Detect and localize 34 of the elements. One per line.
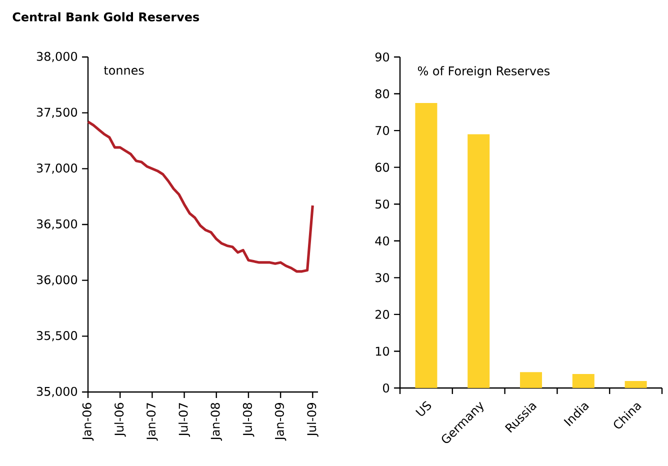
bar <box>468 134 490 388</box>
y-tick-label: 37,500 <box>36 108 78 118</box>
bar <box>624 381 647 388</box>
y-tick-label: 20 <box>376 310 390 319</box>
y-tick-label: 50 <box>376 200 390 209</box>
y-axis-title: % of Foreign Reserves <box>418 66 550 78</box>
x-tick-label: Jan-07 <box>146 403 158 441</box>
y-tick-label: 60 <box>375 162 390 172</box>
chart-title: Central Bank Gold Reserves <box>12 12 200 22</box>
y-tick-label: 35,500 <box>36 331 78 342</box>
bar <box>572 374 594 388</box>
x-tick-label: Jan-08 <box>210 402 222 441</box>
x-tick-label: Jan-06 <box>82 402 94 441</box>
x-tick-label: Jul-07 <box>178 403 190 437</box>
y-tick-label: 0 <box>383 383 390 393</box>
y-tick-label: 36,500 <box>36 219 78 230</box>
y-tick-label: 30 <box>376 273 390 282</box>
y-tick-label: 36,000 <box>36 275 78 286</box>
y-tick-label: 90 <box>375 52 390 62</box>
y-tick-label: 40 <box>375 236 390 246</box>
y-tick-label: 10 <box>376 346 390 356</box>
x-tick-label: Jan-09 <box>274 403 286 441</box>
y-axis-title: tonnes <box>104 66 144 75</box>
y-tick-label: 70 <box>376 126 390 136</box>
y-tick-label: 38,000 <box>36 52 78 62</box>
bar <box>415 102 438 388</box>
y-tick-label: 35,000 <box>36 386 78 398</box>
y-tick-label: 80 <box>375 89 390 98</box>
x-tick-label: Jul-08 <box>242 402 254 437</box>
bar <box>520 372 542 388</box>
y-tick-label: 37,000 <box>36 164 78 174</box>
x-tick-label: US <box>415 401 432 416</box>
x-tick-label: Jul-06 <box>114 402 126 437</box>
x-tick-label: Jul-09 <box>306 403 318 437</box>
